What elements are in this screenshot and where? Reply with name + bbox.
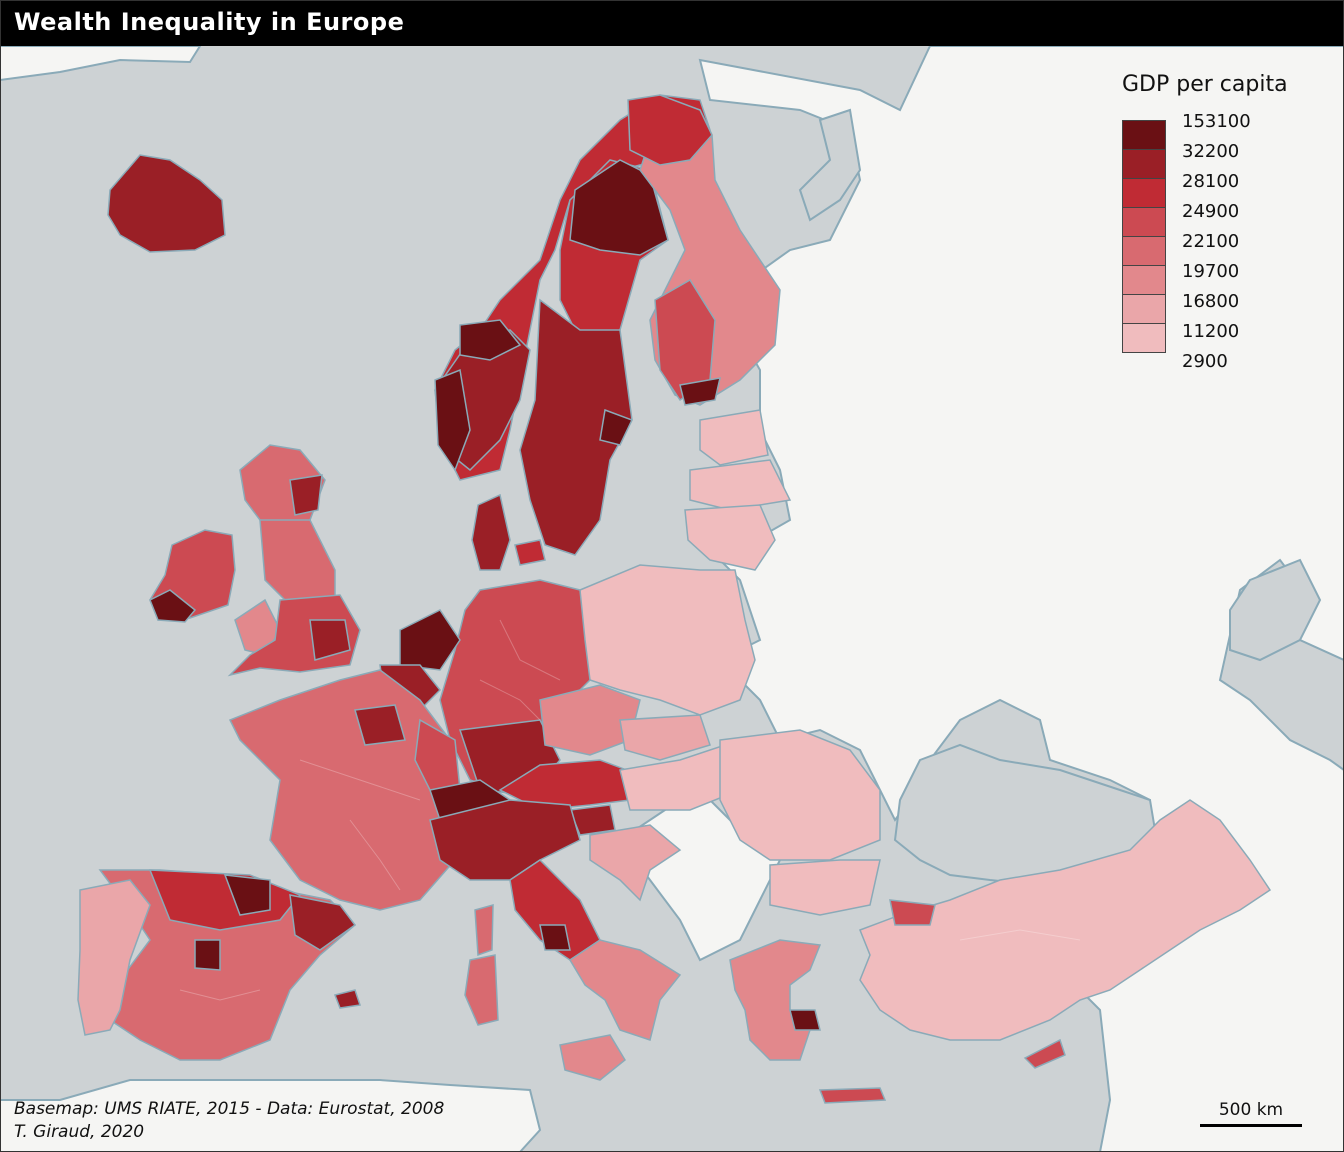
legend-break-label: 2900 (1182, 351, 1228, 372)
source-credits: Basemap: UMS RIATE, 2015 - Data: Eurosta… (14, 1098, 444, 1144)
region-corsica (474, 904, 494, 957)
map-title: Wealth Inequality in Europe (14, 8, 405, 36)
region-lithuania (684, 504, 776, 571)
scale-bar: 500 km (1200, 1100, 1302, 1127)
region-romania (719, 729, 881, 861)
region-turkey (859, 799, 1272, 1041)
white-sea (798, 108, 862, 222)
region-scotland-ne (289, 474, 323, 516)
scale-line (1200, 1124, 1302, 1127)
legend-break-label: 11200 (1182, 321, 1240, 342)
legend-break-label: 16800 (1182, 291, 1240, 312)
region-cyprus (1023, 1038, 1066, 1069)
region-portugal (77, 879, 151, 1036)
legend-labels: 153100 32200 28100 24900 22100 19700 168… (1182, 112, 1251, 382)
legend-swatch (1122, 237, 1166, 266)
legend-swatch (1122, 295, 1166, 324)
region-norway-oslo (459, 319, 522, 361)
legend-swatch (1122, 266, 1166, 295)
legend-swatch (1122, 208, 1166, 237)
region-netherlands (399, 609, 461, 671)
region-london (309, 619, 351, 661)
caspian-lake (1229, 558, 1322, 662)
legend-break-label: 28100 (1182, 171, 1240, 192)
source-line: Basemap: UMS RIATE, 2015 - Data: Eurosta… (14, 1099, 445, 1119)
admin-boundaries (179, 619, 1081, 1001)
region-croatia (589, 824, 682, 902)
title-bar: Wealth Inequality in Europe (0, 0, 1344, 46)
legend-break-label: 22100 (1182, 231, 1240, 252)
author-line: T. Giraud, 2020 (14, 1122, 145, 1142)
region-balearic (333, 989, 361, 1009)
region-iceland (107, 154, 226, 253)
legend-swatches (1122, 120, 1166, 353)
region-stockholm (599, 408, 634, 446)
legend-title: GDP per capita (1122, 72, 1288, 97)
region-estonia (699, 409, 769, 466)
legend-swatch (1122, 324, 1166, 353)
legend-break-label: 24900 (1182, 201, 1240, 222)
region-sardinia (464, 954, 499, 1026)
region-ireland-sw (149, 589, 197, 623)
legend-swatch (1122, 150, 1166, 179)
legend-break-label: 153100 (1182, 111, 1251, 132)
legend-break-label: 19700 (1182, 261, 1240, 282)
region-catalonia (289, 894, 357, 951)
region-norway-sw (434, 368, 471, 472)
legend-swatch (1122, 120, 1166, 150)
region-rome (539, 924, 571, 951)
region-finland-north (627, 94, 713, 166)
region-bulgaria (769, 859, 881, 916)
region-italy-south (568, 939, 682, 1041)
legend-swatch (1122, 179, 1166, 208)
region-madrid (194, 939, 221, 971)
region-denmark-east (514, 539, 546, 566)
region-sweden-south (519, 298, 633, 556)
region-denmark (471, 493, 511, 571)
region-crete (818, 1087, 887, 1104)
region-slovakia (619, 714, 711, 761)
region-sicily (559, 1034, 626, 1081)
region-athens (789, 1009, 821, 1031)
region-paris (354, 704, 406, 746)
region-helsinki (679, 377, 721, 406)
region-istanbul (889, 899, 936, 926)
data-regions (77, 94, 1272, 1104)
region-sweden-lapland (569, 159, 669, 256)
scale-label: 500 km (1218, 1100, 1284, 1120)
legend-break-label: 32200 (1182, 141, 1240, 162)
region-basque (223, 874, 271, 916)
